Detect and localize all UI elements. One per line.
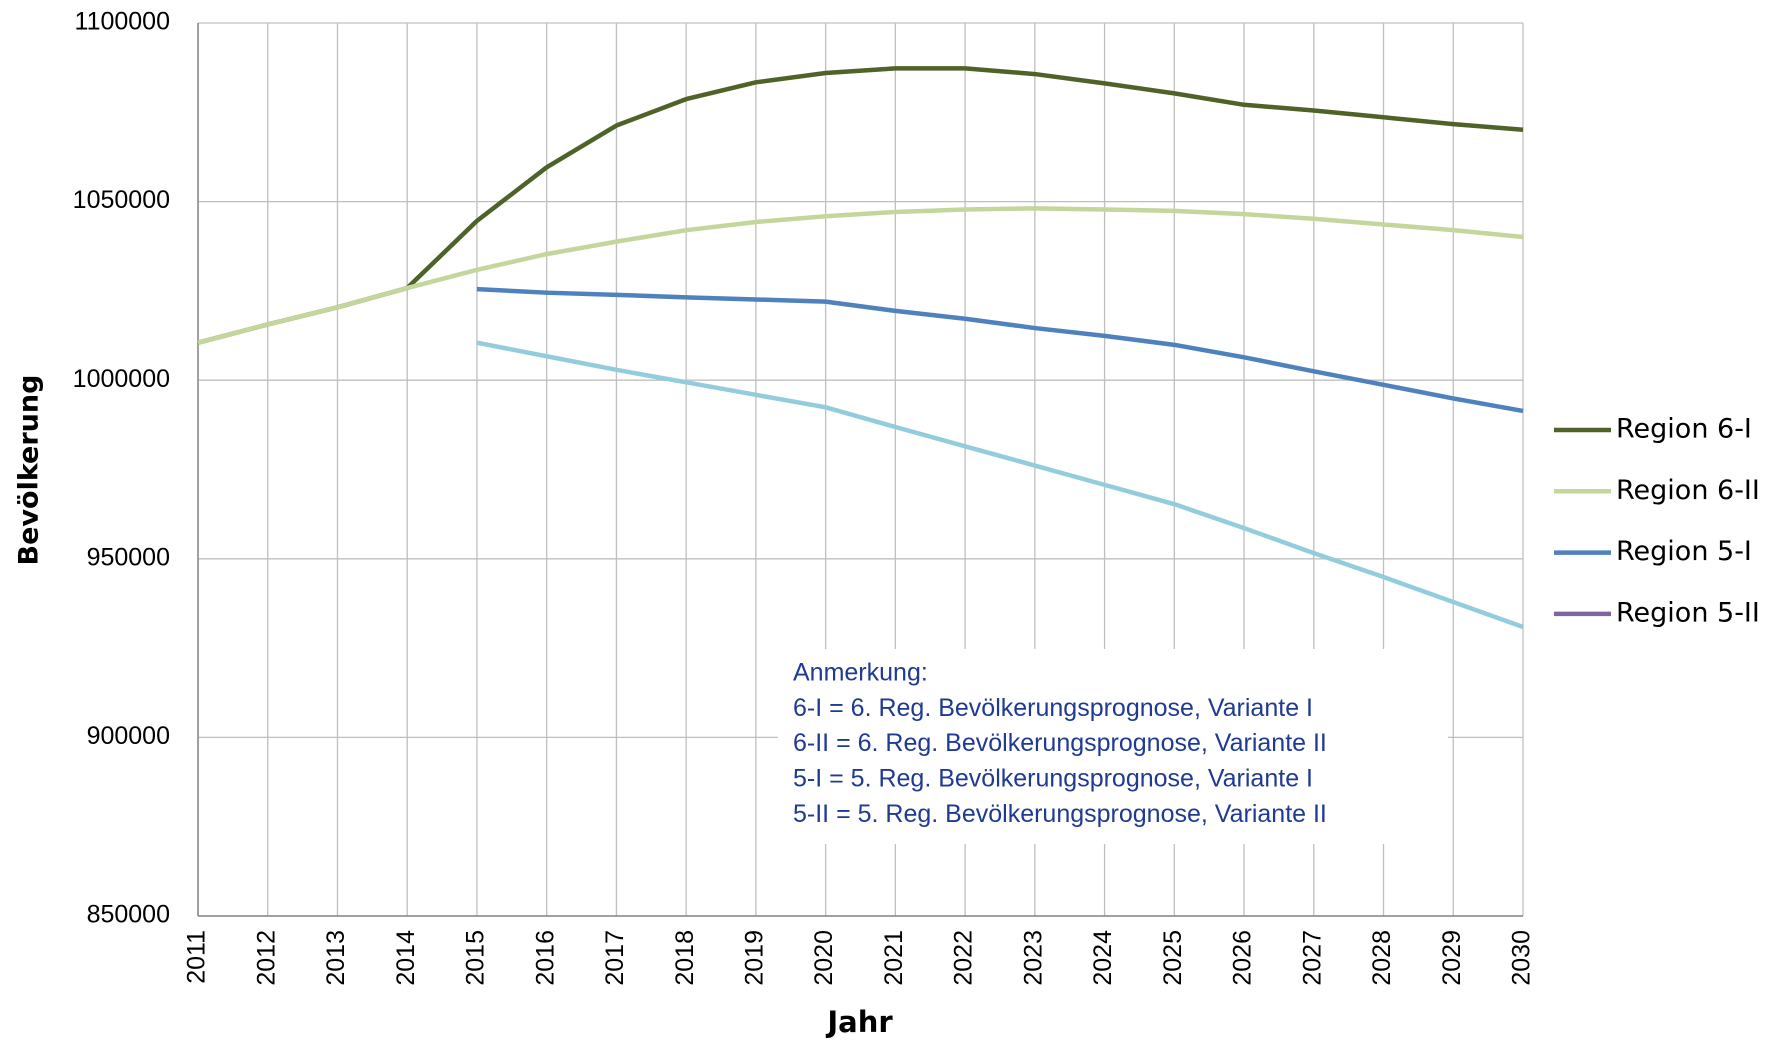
- annotation-line: 6-I = 6. Reg. Bevölkerungsprognose, Vari…: [793, 694, 1313, 722]
- x-axis-title: Jahr: [825, 1005, 893, 1039]
- x-tick-label: 2019: [741, 930, 769, 986]
- y-tick-label: 950000: [87, 543, 170, 571]
- x-tick-label: 2025: [1159, 930, 1187, 986]
- series-line: [476, 340, 1524, 630]
- annotation-line: Anmerkung:: [793, 659, 928, 687]
- y-axis-title: Bevölkerung: [14, 375, 45, 566]
- x-tick-label: 2027: [1298, 930, 1326, 986]
- x-tick-label: 2026: [1229, 930, 1257, 986]
- y-tick-label: 900000: [87, 722, 170, 750]
- y-tick-label: 1000000: [73, 365, 170, 393]
- series-line: [197, 66, 1524, 345]
- x-tick-label: 2017: [601, 930, 629, 986]
- x-tick-label: 2016: [531, 930, 559, 986]
- legend-label: Region 6-I: [1616, 414, 1752, 445]
- x-tick-label: 2018: [671, 930, 699, 986]
- x-tick-label: 2023: [1019, 930, 1047, 986]
- x-tick-label: 2028: [1368, 930, 1396, 986]
- legend-label: Region 5-I: [1616, 536, 1752, 567]
- x-tick-label: 2015: [462, 930, 490, 986]
- legend-label: Region 6-II: [1616, 475, 1760, 506]
- series-line: [197, 206, 1524, 345]
- annotation-line: 5-II = 5. Reg. Bevölkerungsprognose, Var…: [793, 800, 1327, 828]
- x-tick-label: 2024: [1089, 930, 1117, 986]
- y-tick-label: 1050000: [73, 186, 170, 214]
- x-tick-label: 2013: [322, 930, 350, 986]
- annotation-line: 5-I = 5. Reg. Bevölkerungsprognose, Vari…: [793, 765, 1313, 793]
- legend-label: Region 5-II: [1616, 597, 1760, 628]
- x-tick-label: 2030: [1508, 930, 1536, 986]
- x-tick-label: 2029: [1438, 930, 1466, 986]
- x-tick-label: 2011: [183, 930, 211, 984]
- x-tick-label: 2022: [950, 930, 978, 986]
- annotation-line: 6-II = 6. Reg. Bevölkerungsprognose, Var…: [793, 729, 1327, 757]
- y-tick-label: 850000: [87, 901, 170, 929]
- x-tick-label: 2020: [810, 930, 838, 986]
- y-tick-label: 1100000: [75, 8, 170, 36]
- x-tick-label: 2014: [392, 930, 420, 986]
- annotation-box: [778, 649, 1448, 844]
- x-tick-label: 2021: [880, 930, 908, 986]
- x-tick-label: 2012: [252, 930, 280, 986]
- series-line: [476, 286, 1524, 414]
